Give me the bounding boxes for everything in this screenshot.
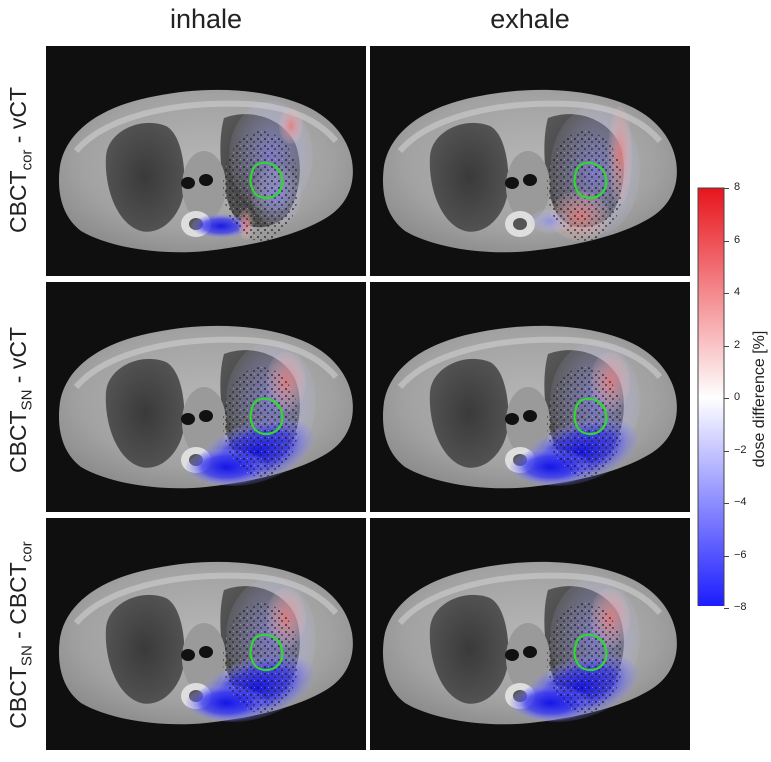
colorbar-label: dose difference [%] xyxy=(751,330,768,468)
ct-slice-image xyxy=(58,89,353,253)
colorbar-tick-label: 2 xyxy=(734,338,741,351)
row-label-2-tail: - vCT xyxy=(5,326,31,390)
colorbar-tick-mark xyxy=(724,345,729,347)
column-header-exhale: exhale xyxy=(490,4,570,34)
ct-slice-image xyxy=(382,325,677,489)
ct-slice-image xyxy=(58,325,353,489)
colorbar-tick-mark xyxy=(724,450,729,452)
target-contour xyxy=(573,397,608,436)
target-contour xyxy=(573,161,608,200)
colorbar-tick-label: 4 xyxy=(734,286,741,298)
row-label-2-main: CBCT xyxy=(5,410,31,474)
ct-slice-image xyxy=(382,561,677,725)
colorbar-tick-mark xyxy=(724,240,729,242)
ct-panel-exhale-row2 xyxy=(370,282,690,512)
ct-slice-image xyxy=(58,561,353,725)
ct-panel-exhale-row3 xyxy=(370,518,690,750)
colorbar-tick-label: 0 xyxy=(734,391,741,403)
colorbar-tick-mark xyxy=(724,555,729,557)
row-label-3-sub2: cor xyxy=(18,541,36,563)
row-label-1-tail: - vCT xyxy=(5,86,31,150)
row-label-2-sub: SN xyxy=(18,389,36,411)
row-label-3-tail: - CBCT xyxy=(5,562,31,646)
row-label-3-sub: SN xyxy=(18,645,36,667)
colorbar-tick-label: −8 xyxy=(734,601,747,613)
ct-panel-inhale-row1 xyxy=(46,46,366,276)
ct-panel-inhale-row3 xyxy=(46,518,366,750)
row-label-3-main: CBCT xyxy=(5,666,31,729)
colorbar-tick-label: 8 xyxy=(734,181,741,193)
colorbar-tick-mark xyxy=(724,608,729,609)
colorbar-tick-mark xyxy=(724,503,729,504)
colorbar-tick-label: 6 xyxy=(734,233,741,246)
row-label-2: CBCTSN - vCT xyxy=(1,285,36,515)
colorbar-tick-label: −2 xyxy=(734,443,747,456)
colorbar-tick-label: −6 xyxy=(734,548,747,561)
target-contour xyxy=(249,397,284,436)
row-label-1-sub: cor xyxy=(18,149,36,171)
row-label-3: CBCTSN - CBCTcor xyxy=(1,520,36,750)
column-header-inhale: inhale xyxy=(169,4,243,34)
colorbar-tick-mark xyxy=(724,188,729,189)
colorbar xyxy=(697,187,725,606)
target-contour xyxy=(249,633,284,672)
colorbar-tick-mark xyxy=(724,293,729,294)
target-contour xyxy=(249,161,284,200)
ct-slice-image xyxy=(382,89,677,253)
ct-panel-exhale-row1 xyxy=(370,46,690,276)
target-contour xyxy=(573,633,608,672)
row-label-1-main: CBCT xyxy=(5,170,31,234)
colorbar-tick-mark xyxy=(724,398,729,399)
row-label-1: CBCTcor - vCT xyxy=(1,45,36,275)
colorbar-tick-label: −4 xyxy=(734,496,747,508)
ct-panel-inhale-row2 xyxy=(46,282,366,512)
